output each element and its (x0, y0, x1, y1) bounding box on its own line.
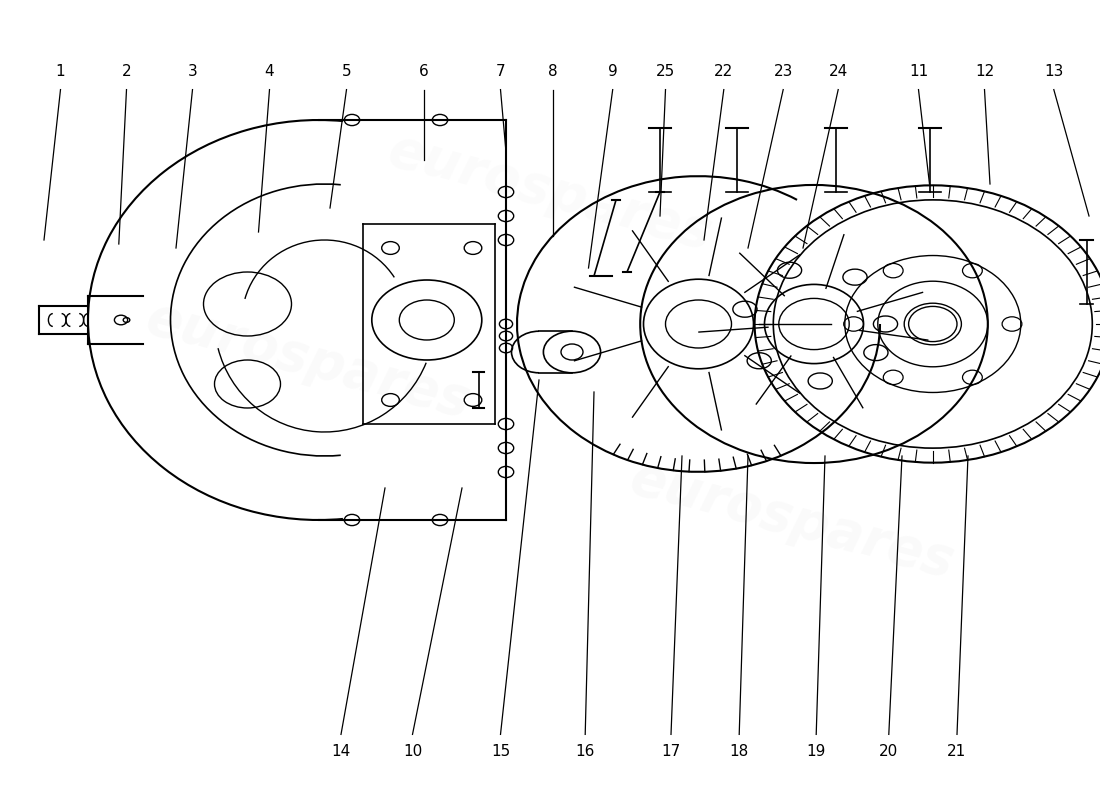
Text: 8: 8 (549, 65, 558, 79)
Text: 3: 3 (188, 65, 197, 79)
Text: 16: 16 (575, 745, 595, 759)
Text: 24: 24 (828, 65, 848, 79)
Text: 23: 23 (773, 65, 793, 79)
Text: 9: 9 (608, 65, 617, 79)
Text: 22: 22 (714, 65, 734, 79)
Text: 6: 6 (419, 65, 428, 79)
Text: 13: 13 (1044, 65, 1064, 79)
Text: 20: 20 (879, 745, 899, 759)
Text: 18: 18 (729, 745, 749, 759)
Text: eurospares: eurospares (383, 124, 717, 260)
Text: 17: 17 (661, 745, 681, 759)
Text: 7: 7 (496, 65, 505, 79)
Text: 5: 5 (342, 65, 351, 79)
Text: 2: 2 (122, 65, 131, 79)
Text: 21: 21 (947, 745, 967, 759)
Text: 10: 10 (403, 745, 422, 759)
Text: 4: 4 (265, 65, 274, 79)
Text: eurospares: eurospares (625, 452, 959, 588)
Text: 12: 12 (975, 65, 994, 79)
Text: eurospares: eurospares (141, 292, 475, 428)
Text: 14: 14 (331, 745, 351, 759)
Text: 25: 25 (656, 65, 675, 79)
Text: 1: 1 (56, 65, 65, 79)
Text: 19: 19 (806, 745, 826, 759)
Text: 15: 15 (491, 745, 510, 759)
Text: 11: 11 (909, 65, 928, 79)
